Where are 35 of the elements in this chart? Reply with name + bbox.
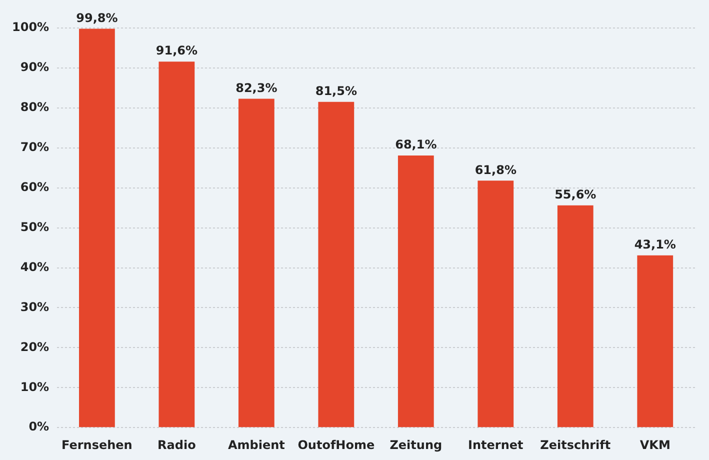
x-tick-label: Internet (468, 438, 524, 452)
y-tick-label: 0% (28, 420, 50, 434)
y-tick-label: 70% (20, 140, 50, 154)
bar (398, 155, 434, 428)
y-tick-label: 40% (20, 260, 50, 274)
y-tick-label: 20% (20, 340, 50, 354)
data-label: 81,5% (315, 84, 357, 98)
bar (318, 102, 354, 428)
y-tick-label: 30% (20, 300, 50, 314)
y-tick-label: 80% (20, 100, 50, 114)
y-tick-label: 100% (12, 20, 50, 34)
bar (557, 205, 594, 428)
y-tick-label: 60% (20, 180, 50, 194)
x-tick-label: VKM (640, 438, 670, 452)
y-tick-label: 50% (20, 220, 50, 234)
bar (79, 28, 115, 428)
data-label: 55,6% (554, 188, 596, 202)
y-tick-label: 90% (20, 60, 50, 74)
x-tick-label: Zeitschrift (540, 438, 611, 452)
data-label: 43,1% (634, 237, 676, 252)
x-tick-label: Ambient (228, 438, 286, 452)
x-tick-label: Fernsehen (62, 438, 132, 452)
bar (238, 98, 274, 428)
data-label: 99,8% (76, 10, 118, 25)
y-tick-label: 10% (20, 380, 50, 394)
x-tick-label: Zeitung (390, 438, 442, 452)
x-tick-label: Radio (158, 438, 196, 452)
data-label: 68,1% (395, 138, 437, 152)
data-label: 91,6% (156, 44, 198, 58)
data-label: 82,3% (236, 80, 278, 95)
x-tick-label: OutofHome (298, 438, 375, 452)
bar (158, 62, 195, 428)
bar (637, 255, 674, 428)
bar (478, 180, 514, 428)
data-label: 61,8% (474, 162, 516, 177)
